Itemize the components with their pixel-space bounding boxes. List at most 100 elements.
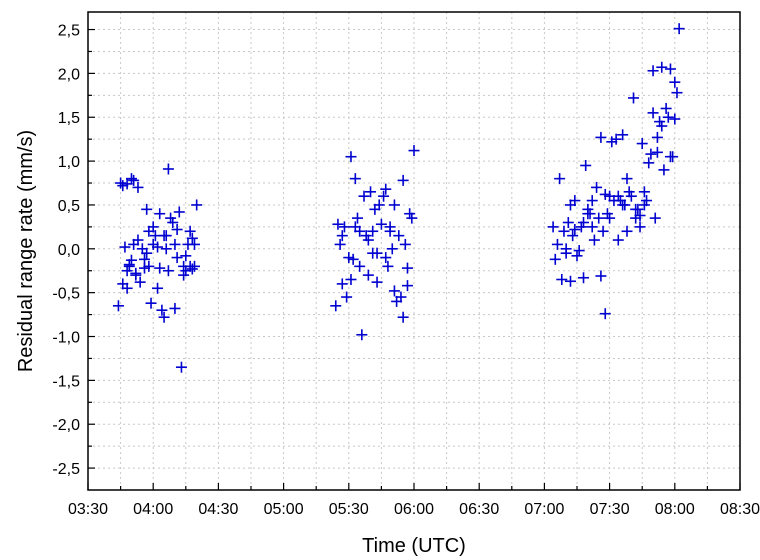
data-point — [121, 265, 133, 277]
data-point — [330, 300, 342, 312]
data-point — [162, 163, 174, 175]
data-point — [658, 164, 670, 176]
data-point — [569, 224, 581, 236]
data-point — [617, 199, 629, 211]
data-point — [593, 212, 605, 224]
data-point — [358, 190, 370, 202]
data-point — [573, 245, 585, 257]
data-point — [184, 225, 196, 237]
data-point — [582, 208, 594, 220]
data-point — [119, 241, 131, 253]
axis-ticks — [87, 28, 741, 490]
data-point — [362, 234, 374, 246]
data-point — [373, 199, 385, 211]
data-point — [656, 61, 668, 73]
data-point — [141, 203, 153, 215]
data-point — [152, 282, 164, 294]
data-point — [580, 159, 592, 171]
data-point — [554, 173, 566, 185]
data-point — [180, 250, 192, 262]
data-point — [158, 311, 170, 323]
data-point — [669, 113, 681, 125]
data-point — [175, 361, 187, 373]
data-point — [571, 250, 583, 262]
data-point — [132, 181, 144, 193]
data-point — [378, 190, 390, 202]
data-point — [171, 224, 183, 236]
data-point — [628, 92, 640, 104]
data-point — [345, 274, 357, 286]
data-point — [645, 148, 657, 160]
data-point — [617, 129, 629, 141]
data-point — [578, 272, 590, 284]
x-axis-title: Time (UTC) — [362, 535, 466, 557]
data-point — [649, 212, 661, 224]
data-point — [662, 111, 674, 123]
data-point — [564, 275, 576, 287]
x-tick-label: 06:00 — [394, 501, 434, 518]
data-point — [139, 253, 151, 265]
y-tick-label: 2,0 — [58, 66, 80, 83]
data-point — [332, 218, 344, 230]
data-point — [336, 278, 348, 290]
data-point — [121, 282, 133, 294]
y-tick-labels: 2,5 2,0 1,5 1,0 0,5 0,0 -0,5 -1,0 -1,5 -2,0 -2,5 — [52, 23, 80, 479]
data-point — [408, 145, 420, 157]
data-point — [634, 209, 646, 221]
data-point — [362, 269, 374, 281]
data-point — [365, 186, 377, 198]
data-point — [604, 212, 616, 224]
data-point — [656, 120, 668, 132]
x-tick-label: 04:30 — [198, 501, 238, 518]
data-point — [406, 212, 418, 224]
data-point — [562, 216, 574, 228]
data-point — [152, 241, 164, 253]
data-point — [160, 230, 172, 242]
y-tick-label: -1,5 — [52, 373, 80, 390]
data-point — [610, 133, 622, 145]
data-point — [354, 260, 366, 272]
x-tick-label: 05:00 — [264, 501, 304, 518]
data-point — [597, 225, 609, 237]
data-point — [556, 274, 568, 286]
data-point — [651, 131, 663, 143]
data-point — [147, 221, 159, 233]
y-axis-title: Residual range rate (mm/s) — [15, 130, 37, 372]
data-point — [125, 173, 137, 185]
data-point — [673, 23, 685, 35]
data-point — [145, 297, 157, 309]
data-point — [399, 238, 411, 250]
data-point — [634, 221, 646, 233]
data-point — [401, 280, 413, 292]
data-point — [664, 63, 676, 75]
data-point — [186, 232, 198, 244]
data-point — [141, 247, 153, 259]
data-point — [156, 304, 168, 316]
data-point — [660, 102, 672, 114]
data-point — [375, 218, 387, 230]
data-point — [371, 276, 383, 288]
data-point — [638, 186, 650, 198]
data-point — [612, 234, 624, 246]
data-point — [188, 260, 200, 272]
data-point — [591, 181, 603, 193]
x-tick-label: 07:00 — [524, 501, 564, 518]
data-point — [671, 87, 683, 99]
data-point — [641, 195, 653, 207]
data-point — [588, 234, 600, 246]
data-point — [128, 174, 140, 186]
data-point — [636, 138, 648, 150]
x-tick-label: 04:00 — [133, 501, 173, 518]
data-point — [351, 212, 363, 224]
data-point — [621, 173, 633, 185]
data-point — [551, 238, 563, 250]
x-tick-labels: 03:30 04:00 04:30 05:00 05:30 06:00 06:30 07:00… — [68, 501, 760, 518]
x-tick-label: 06:30 — [459, 501, 499, 518]
data-point — [367, 247, 379, 259]
data-point — [356, 329, 368, 341]
data-point — [167, 216, 179, 228]
plot-frame — [87, 11, 741, 491]
y-tick-label: 0,5 — [58, 198, 80, 215]
data-point — [115, 177, 127, 189]
